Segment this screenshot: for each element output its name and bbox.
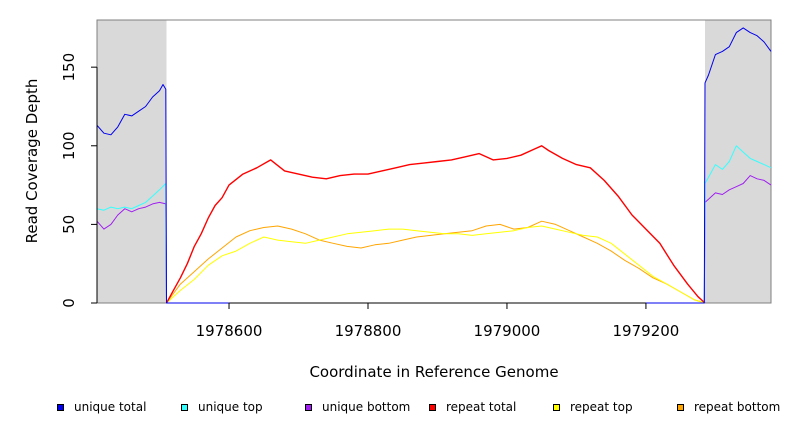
series-lines bbox=[96, 27, 772, 304]
y-axis: 0 50 100 150 bbox=[60, 53, 98, 308]
legend-swatch bbox=[57, 403, 64, 411]
series-line-repeat-bottom bbox=[166, 220, 706, 304]
legend-label: repeat top bbox=[570, 400, 633, 414]
legend-item-repeat-total: repeat total bbox=[429, 400, 516, 414]
y-tick-label: 50 bbox=[60, 215, 78, 234]
series-line-repeat-top bbox=[166, 225, 706, 304]
legend-swatch bbox=[181, 403, 188, 411]
legend-item-unique-top: unique top bbox=[181, 400, 263, 414]
legend-label: unique top bbox=[198, 400, 263, 414]
legend-item-repeat-bottom: repeat bottom bbox=[677, 400, 780, 414]
series-line-repeat-total bbox=[165, 145, 706, 304]
x-axis-label: Coordinate in Reference Genome bbox=[309, 363, 558, 381]
legend-label: unique bottom bbox=[322, 400, 411, 414]
legend-swatch bbox=[429, 403, 436, 411]
x-tick-label: 1978600 bbox=[196, 322, 263, 340]
legend-item-unique-bottom: unique bottom bbox=[305, 400, 410, 414]
shaded-regions bbox=[97, 20, 771, 303]
y-tick-label: 100 bbox=[60, 131, 78, 160]
x-tick-label: 1979000 bbox=[474, 322, 541, 340]
legend-label: repeat total bbox=[446, 400, 517, 414]
legend-label: unique total bbox=[74, 400, 147, 414]
legend-swatch bbox=[305, 403, 312, 411]
legend-item-unique-total: unique total bbox=[57, 400, 146, 414]
y-tick-label: 0 bbox=[60, 298, 78, 308]
x-tick-label: 1978800 bbox=[335, 322, 402, 340]
x-axis: 1978600 1978800 1979000 1979200 bbox=[196, 302, 680, 340]
legend-item-repeat-top: repeat top bbox=[553, 400, 633, 414]
legend-swatch bbox=[553, 403, 560, 411]
chart-legend: unique total unique top unique bottom repea… bbox=[0, 398, 792, 420]
y-tick-label: 150 bbox=[60, 53, 78, 82]
series-line-unique-total bbox=[96, 27, 772, 304]
x-tick-label: 1979200 bbox=[613, 322, 680, 340]
y-axis-label: Read Coverage Depth bbox=[23, 79, 41, 244]
shaded-region-2 bbox=[704, 20, 771, 303]
legend-swatch bbox=[677, 403, 684, 411]
series-line-unique-top bbox=[96, 145, 772, 304]
legend-label: repeat bottom bbox=[694, 400, 781, 414]
shaded-region-1 bbox=[97, 20, 167, 303]
